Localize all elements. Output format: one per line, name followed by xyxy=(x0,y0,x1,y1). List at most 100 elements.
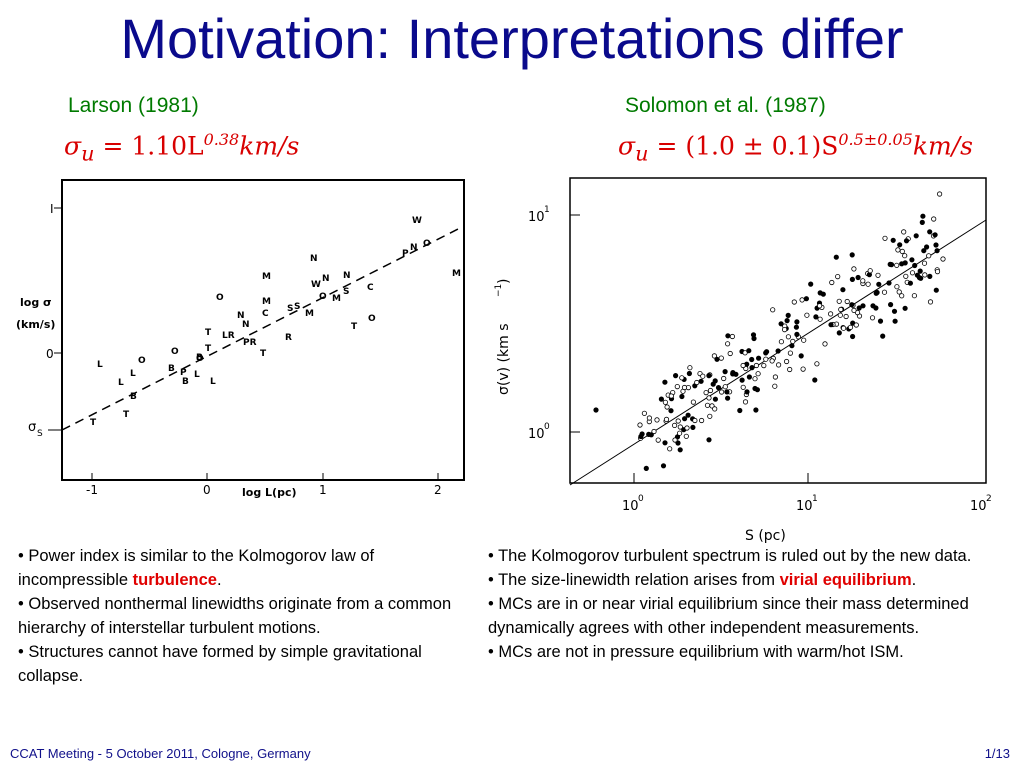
solomon-point xyxy=(707,413,713,419)
solomon-point xyxy=(718,355,724,361)
solomon-point xyxy=(658,396,664,402)
solomon-point xyxy=(593,407,599,413)
solomon-point xyxy=(828,322,834,328)
bullet-item: • The Kolmogorov turbulent spectrum is r… xyxy=(488,547,972,565)
larson-point-label: O xyxy=(216,293,224,303)
footer-page-number: 1/13 xyxy=(984,746,1010,761)
larson-point-label: L xyxy=(194,370,200,380)
y-tick-exp: 0 xyxy=(544,422,550,432)
solomon-point xyxy=(887,302,894,308)
solomon-point xyxy=(849,276,855,283)
solomon-point xyxy=(690,424,696,430)
right-reference: Solomon et al. (1987) xyxy=(625,94,826,117)
solomon-point xyxy=(753,407,759,413)
formula-exp: 0.38 xyxy=(203,130,240,149)
solomon-point xyxy=(877,318,884,324)
solomon-point xyxy=(919,219,925,226)
bullet-item: • Power index is similar to the Kolmogor… xyxy=(18,547,375,589)
y-axis-label-exp: −1 xyxy=(494,284,504,297)
solomon-point xyxy=(683,433,689,439)
solomon-point xyxy=(769,358,775,364)
solomon-point xyxy=(902,305,908,311)
solomon-point xyxy=(920,213,926,219)
solomon-point xyxy=(790,338,796,344)
solomon-point xyxy=(791,299,797,305)
larson-point-label: B xyxy=(196,353,203,363)
formula-coef: = (1.0 ± 0.1)S xyxy=(648,131,839,161)
solomon-x-ticks xyxy=(633,473,809,483)
solomon-point xyxy=(763,356,769,362)
solomon-point xyxy=(785,312,791,318)
solomon-point xyxy=(662,399,668,405)
larson-point-label: PR xyxy=(243,338,257,348)
solomon-point xyxy=(799,297,805,303)
solomon-point xyxy=(897,242,903,248)
solomon-point xyxy=(712,406,718,412)
solomon-plot: 10 1 10 0 σ(v) (km s −1 ) 10 0 10 1 10 2… xyxy=(494,177,992,544)
y-axis-label: σ(v) (km s xyxy=(496,324,512,395)
solomon-point xyxy=(840,325,847,331)
solomon-point xyxy=(835,274,841,280)
solomon-point xyxy=(694,379,700,386)
solomon-point xyxy=(673,373,679,379)
solomon-point xyxy=(794,319,800,325)
solomon-point xyxy=(843,313,849,320)
solomon-point xyxy=(909,257,915,263)
solomon-point xyxy=(829,279,835,286)
solomon-point xyxy=(742,399,749,405)
y-tick-label: 10 xyxy=(528,210,545,225)
left-bullets: • Power index is similar to the Kolmogor… xyxy=(18,544,478,688)
solomon-point xyxy=(922,272,928,278)
solomon-point xyxy=(787,366,793,373)
left-reference: Larson (1981) xyxy=(68,94,199,117)
solomon-point xyxy=(641,410,647,416)
sigma-s-marker: σ xyxy=(28,420,36,435)
solomon-point xyxy=(686,370,692,377)
solomon-point xyxy=(808,281,814,287)
solomon-point xyxy=(844,298,850,305)
larson-point-label: T xyxy=(123,410,130,420)
larson-point-label: B xyxy=(168,364,175,374)
solomon-point xyxy=(849,333,856,340)
solomon-point xyxy=(880,333,886,339)
solomon-point xyxy=(685,412,691,418)
solomon-point xyxy=(827,311,834,317)
x-axis-label: log L(pc) xyxy=(242,486,297,499)
solomon-point xyxy=(775,362,782,368)
solomon-point xyxy=(703,390,709,396)
larson-point-label: T xyxy=(90,418,97,428)
solomon-point xyxy=(727,350,733,357)
larson-point-label: LR xyxy=(222,331,235,341)
solomon-point xyxy=(931,216,937,222)
solomon-point xyxy=(733,371,739,377)
solomon-point xyxy=(932,232,938,238)
solomon-point xyxy=(876,281,882,287)
solomon-point xyxy=(912,262,918,269)
larson-point-label: N xyxy=(343,271,351,281)
solomon-point xyxy=(651,428,657,435)
solomon-point xyxy=(803,296,809,302)
solomon-point xyxy=(725,395,731,401)
solomon-point xyxy=(894,262,900,268)
solomon-point xyxy=(706,437,712,443)
larson-point-label: T xyxy=(351,322,358,332)
solomon-point xyxy=(847,324,854,330)
solomon-point xyxy=(722,384,728,390)
slide-title: Motivation: Interpretations differ xyxy=(120,7,904,70)
solomon-point xyxy=(873,290,879,296)
bullet-item: • Observed nonthermal linewidths origina… xyxy=(18,595,452,637)
solomon-point xyxy=(902,253,908,259)
solomon-point xyxy=(849,252,855,258)
y-axis-label-end: ) xyxy=(496,279,512,284)
solomon-point xyxy=(849,302,855,308)
larson-point-label: M xyxy=(262,272,271,282)
solomon-point xyxy=(903,238,910,244)
larson-point-label: C xyxy=(262,309,269,319)
bullet-item: • MCs are not in pressure equilibrium wi… xyxy=(488,643,904,661)
solomon-point xyxy=(706,395,712,401)
solomon-point xyxy=(865,281,871,287)
solomon-point xyxy=(870,303,876,309)
solomon-point xyxy=(892,318,898,324)
larson-point-label: C xyxy=(367,283,374,293)
larson-point-label: R xyxy=(285,333,292,343)
